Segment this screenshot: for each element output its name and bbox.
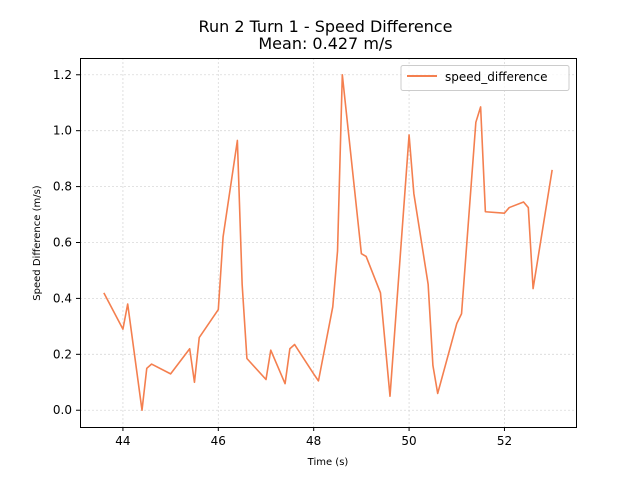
- x-tick-label: 52: [497, 434, 512, 448]
- y-tick-label: 0.6: [53, 236, 72, 250]
- x-tick-label: 46: [211, 434, 226, 448]
- x-axis: 44 46 48 50 52: [115, 427, 512, 448]
- plot-area: [80, 58, 577, 428]
- y-tick-label: 1.2: [53, 68, 72, 82]
- y-tick-label: 0.4: [53, 291, 72, 305]
- y-tick-label: 0.8: [53, 180, 72, 194]
- x-tick-label: 44: [115, 434, 130, 448]
- series-line-speed_difference: [103, 73, 553, 412]
- x-tick-label: 48: [306, 434, 321, 448]
- chart-subtitle: Mean: 0.427 m/s: [258, 34, 392, 53]
- legend-box: [400, 65, 570, 91]
- y-axis-label: Speed Difference (m/s): [32, 185, 43, 300]
- y-axis: 0.0 0.2 0.4 0.6 0.8 1.0 1.2: [53, 68, 80, 417]
- x-axis-label: Time (s): [307, 457, 349, 468]
- y-tick-label: 0.2: [53, 347, 72, 361]
- series-layer: [103, 73, 553, 412]
- y-tick-label: 1.0: [53, 124, 72, 138]
- chart-title: Run 2 Turn 1 - Speed Difference: [199, 17, 453, 36]
- legend: speed_difference: [400, 65, 570, 91]
- legend-label: speed_difference: [445, 70, 548, 84]
- y-tick-label: 0.0: [53, 403, 72, 417]
- x-tick-label: 50: [401, 434, 416, 448]
- grid-lines: [80, 58, 576, 427]
